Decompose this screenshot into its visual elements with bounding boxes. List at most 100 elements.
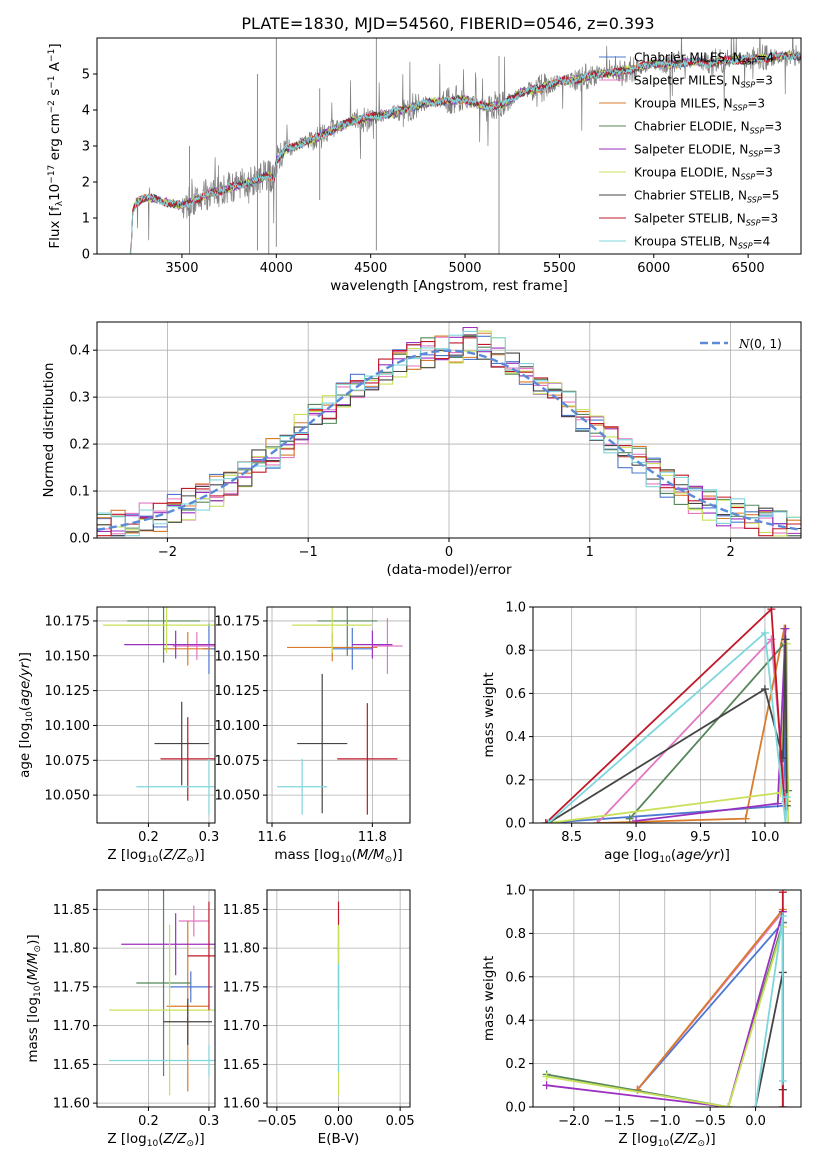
point-chabrier-stelib bbox=[297, 673, 348, 814]
point-salpeter-stelib bbox=[337, 703, 398, 815]
y-axis-label: Normed distribution bbox=[41, 363, 57, 498]
axes-mass_weight_vs_age: 8.5 9.0 9.5 10.0 0.0 0.2 0.4 0.6 0.8 1.0 age [log1… bbox=[481, 601, 802, 865]
plot-area-age_vs_mass bbox=[277, 607, 403, 815]
x-tick-label: 8.5 bbox=[561, 830, 582, 845]
series-line bbox=[546, 911, 784, 1107]
point-kroupa-elodie bbox=[292, 607, 373, 653]
plot-area-mass_weight_vs_Z bbox=[542, 890, 787, 1107]
point-kroupa-stelib bbox=[277, 758, 328, 815]
point-chabrier-stelib bbox=[154, 701, 209, 786]
x-tick-label: 0 bbox=[445, 545, 453, 560]
y-tick-label: 10.100 bbox=[45, 719, 91, 734]
plot-area-spectrum bbox=[129, 38, 801, 254]
x-tick-label: −1.5 bbox=[604, 1114, 636, 1129]
point-salpeter-miles bbox=[172, 632, 215, 660]
y-tick-label: 11.80 bbox=[223, 942, 260, 957]
legend-label: Chabrier ELODIE, NSSP=3 bbox=[634, 120, 782, 136]
point-marker bbox=[542, 1072, 551, 1081]
legend-label: Kroupa MILES, NSSP=3 bbox=[634, 97, 765, 113]
y-tick-label: 11.85 bbox=[223, 903, 260, 918]
y-tick-label: 0.4 bbox=[505, 1014, 526, 1029]
x-tick-label: 9.0 bbox=[626, 830, 647, 845]
legend-label: Salpeter ELODIE, NSSP=3 bbox=[634, 143, 781, 159]
x-tick-label: 0.00 bbox=[324, 1114, 353, 1129]
axes-age_vs_Z: 0.2 0.3 10.050 10.075 10.100 10.125 10.150 10.1… bbox=[17, 606, 220, 865]
y-tick-label: 11.70 bbox=[223, 1019, 260, 1034]
axes-spectrum: 3500 4000 4500 5000 5500 6000 6500 0 1 2 3 4 5 wavele… bbox=[47, 37, 802, 294]
x-tick-label: 0.2 bbox=[138, 830, 159, 845]
axes-frame bbox=[266, 606, 411, 824]
y-tick-label: 0.1 bbox=[69, 485, 90, 500]
point-chabrier-miles bbox=[169, 971, 212, 1003]
plot-area-age_vs_Z bbox=[103, 607, 215, 815]
y-axis-label: mass weight bbox=[481, 956, 497, 1041]
y-tick-label: 1.0 bbox=[505, 601, 526, 616]
y-tick-label: 10.050 bbox=[215, 789, 261, 804]
x-tick-label: 0.3 bbox=[199, 1114, 220, 1129]
point-marker bbox=[741, 814, 750, 823]
x-tick-label: 9.5 bbox=[690, 830, 711, 845]
x-tick-label: 6000 bbox=[637, 261, 670, 276]
y-tick-label: 10.175 bbox=[45, 614, 91, 629]
point-marker bbox=[542, 1081, 551, 1090]
axes-frame bbox=[96, 606, 216, 824]
x-tick-label: −1 bbox=[299, 545, 318, 560]
x-tick-label: 2 bbox=[726, 545, 734, 560]
x-tick-label: −1.0 bbox=[649, 1114, 681, 1129]
point-kroupa-stelib bbox=[136, 758, 215, 815]
point-marker bbox=[778, 912, 787, 921]
legend-label: Chabrier MILES, NSSP=4 bbox=[634, 51, 774, 67]
point-kroupa-miles bbox=[163, 632, 212, 666]
legend-label: Salpeter MILES, NSSP=3 bbox=[634, 74, 773, 90]
x-axis-label: age [log10(age/yr)] bbox=[604, 847, 730, 865]
x-tick-label: 4000 bbox=[260, 261, 293, 276]
x-tick-label: 0.2 bbox=[138, 1114, 159, 1129]
x-axis-label: wavelength [Angstrom, rest frame] bbox=[330, 278, 568, 294]
x-axis-label: Z [log10(Z/Z⊙)] bbox=[618, 1131, 715, 1149]
gaussian-curve bbox=[97, 349, 801, 531]
point-marker bbox=[541, 819, 550, 823]
point-marker bbox=[625, 814, 634, 823]
y-tick-label: 10.125 bbox=[45, 684, 91, 699]
point-chabrier-elodie bbox=[317, 607, 378, 656]
point-salpeter-miles bbox=[178, 905, 209, 937]
x-tick-label: 0.05 bbox=[386, 1114, 415, 1129]
point-marker bbox=[782, 793, 791, 802]
y-tick-label: 11.60 bbox=[53, 1097, 90, 1112]
plot-area-residuals bbox=[97, 326, 801, 537]
y-tick-label: 11.60 bbox=[223, 1097, 260, 1112]
y-tick-label: 0.2 bbox=[505, 1057, 526, 1072]
y-tick-label: 0.2 bbox=[69, 438, 90, 453]
y-tick-label: 0.4 bbox=[69, 344, 90, 359]
point-chabrier-elodie bbox=[136, 890, 191, 1076]
point-marker bbox=[593, 819, 602, 823]
x-tick-label: 0.3 bbox=[199, 830, 220, 845]
y-tick-label: 11.80 bbox=[53, 942, 90, 957]
x-tick-label: 6500 bbox=[732, 261, 765, 276]
point-marker bbox=[778, 890, 787, 897]
y-tick-label: 0.0 bbox=[69, 532, 90, 547]
x-tick-label: 5000 bbox=[448, 261, 481, 276]
y-tick-label: 0.6 bbox=[505, 970, 526, 985]
y-tick-label: 0.0 bbox=[505, 817, 526, 832]
x-tick-label: −0.05 bbox=[257, 1114, 297, 1129]
axes-age_vs_mass: 11.6 11.8 10.050 10.075 10.100 10.125 10.150 10… bbox=[215, 606, 411, 865]
point-marker bbox=[632, 816, 641, 823]
x-axis-label: mass [log10(M/M⊙)] bbox=[274, 847, 402, 865]
x-tick-label: −2 bbox=[158, 545, 177, 560]
y-tick-label: 0.4 bbox=[505, 730, 526, 745]
spectrum-legend: Chabrier MILES, NSSP=4 Salpeter MILES, NS… bbox=[599, 51, 782, 251]
point-marker bbox=[760, 685, 769, 694]
residual-legend: N(0, 1) bbox=[700, 337, 782, 351]
point-marker bbox=[781, 624, 790, 633]
point-salpeter-elodie bbox=[124, 630, 215, 659]
x-axis-label: Z [log10(Z/Z⊙)] bbox=[107, 1131, 204, 1149]
x-axis-label: E(B-V) bbox=[318, 1131, 360, 1147]
axes-mass_vs_ebv: −0.05 0.00 0.05 11.60 11.65 11.70 11.75 11.80 11… bbox=[223, 889, 415, 1147]
point-marker bbox=[751, 1103, 760, 1107]
y-axis-label: mass [log10(M/M⊙)] bbox=[25, 934, 43, 1062]
x-axis-label: Z [log10(Z/Z⊙)] bbox=[107, 847, 204, 865]
y-tick-label: 1 bbox=[82, 212, 90, 227]
point-marker bbox=[778, 1103, 787, 1107]
